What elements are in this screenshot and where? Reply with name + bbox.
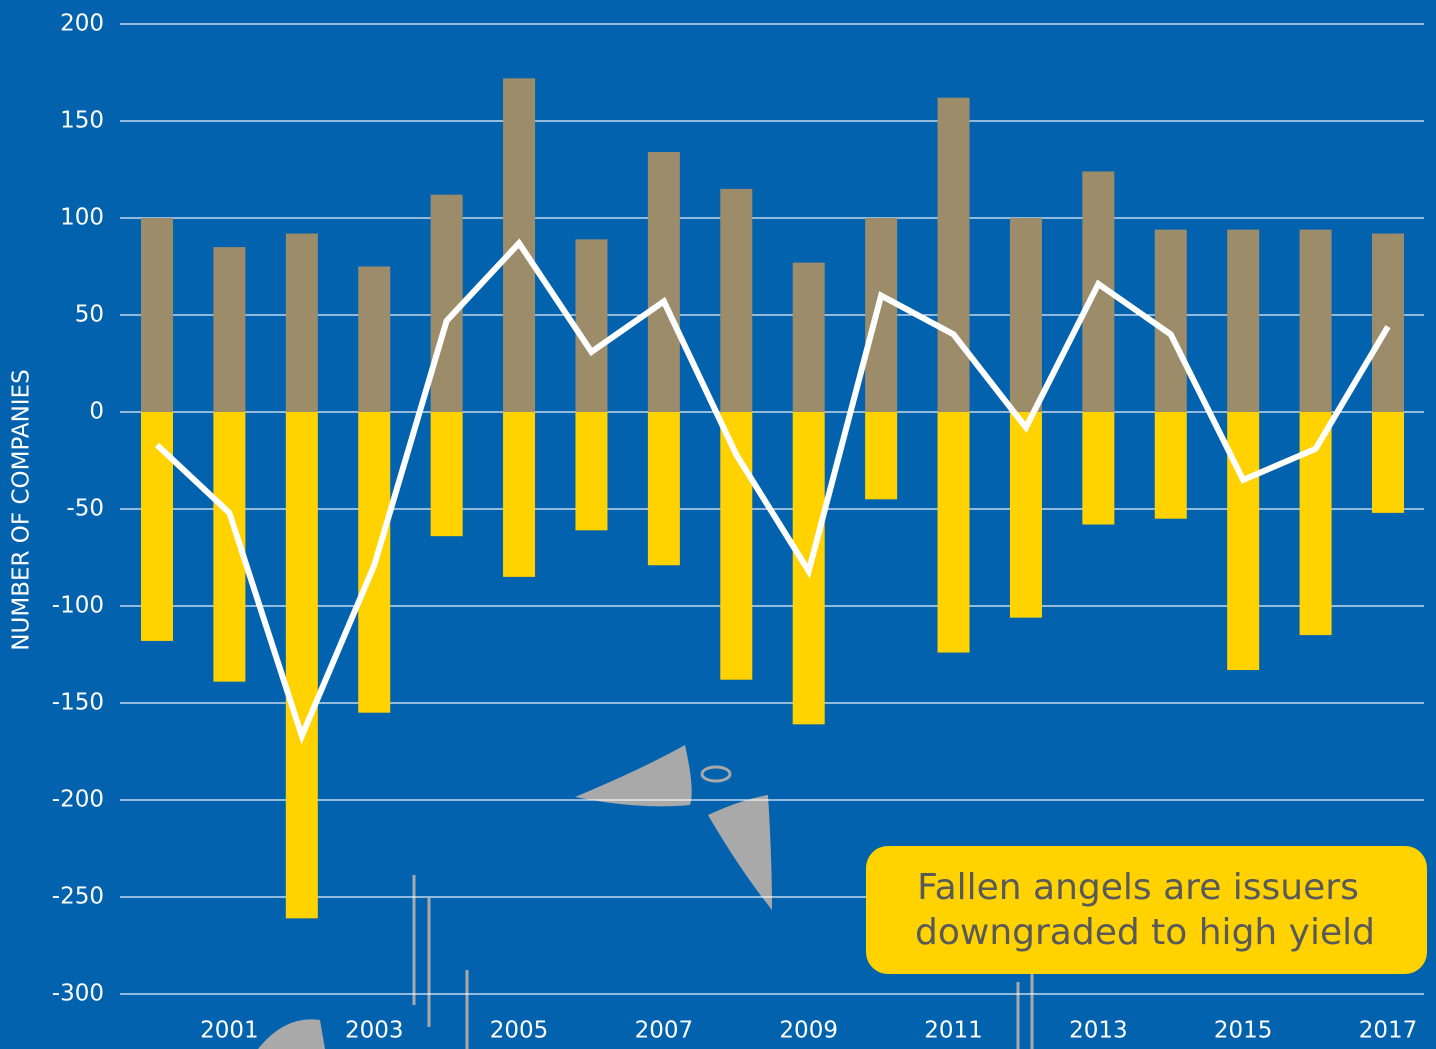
bar [213, 247, 245, 412]
y-tick-label: -250 [52, 884, 104, 910]
x-tick-label: 2005 [490, 1018, 549, 1044]
bar [1010, 218, 1042, 412]
annotation: Fallen angels are issuers downgraded to … [866, 846, 1427, 974]
bar [938, 98, 970, 412]
bar [1155, 230, 1187, 412]
bar [1010, 412, 1042, 618]
x-tick-label: 2001 [200, 1018, 259, 1044]
y-tick-label: -150 [52, 690, 104, 716]
bar [1372, 412, 1404, 513]
chart: NUMBER OF COMPANIES -300 -250 -200 -150 -100… [0, 0, 1436, 1049]
bar [1300, 230, 1332, 412]
bar [865, 218, 897, 412]
x-tick-label: 2015 [1214, 1018, 1273, 1044]
bar [648, 412, 680, 565]
bar [141, 218, 173, 412]
x-tick-label: 2009 [779, 1018, 838, 1044]
bar [358, 267, 390, 413]
bar [286, 412, 318, 918]
y-tick-label: 0 [89, 399, 104, 425]
x-tick-label: 2017 [1359, 1018, 1418, 1044]
annotation-text: Fallen angels are issuers [917, 867, 1359, 908]
x-tick-label: 2011 [924, 1018, 983, 1044]
bar [503, 412, 535, 577]
y-tick-label: 150 [60, 108, 104, 134]
bar [1155, 412, 1187, 519]
annotation-text: downgraded to high yield [915, 912, 1375, 953]
bar [575, 239, 607, 412]
bar [575, 412, 607, 530]
y-tick-label: -100 [52, 593, 104, 619]
bar [793, 263, 825, 412]
bar [1082, 412, 1114, 525]
bar [648, 152, 680, 412]
y-tick-label: -50 [66, 496, 104, 522]
bar [1227, 230, 1259, 412]
bar [720, 189, 752, 412]
bar [286, 234, 318, 412]
annotation-box [866, 846, 1427, 974]
bar [1372, 234, 1404, 412]
y-tick-label: -200 [52, 787, 104, 813]
bar [431, 195, 463, 412]
x-tick-label: 2013 [1069, 1018, 1128, 1044]
y-tick-label: -300 [52, 981, 104, 1007]
y-tick-label: 200 [60, 11, 104, 37]
x-tick-label: 2003 [345, 1018, 404, 1044]
y-tick-label: 100 [60, 205, 104, 231]
bar [938, 412, 970, 653]
y-tick-label: 50 [75, 302, 104, 328]
page: NUMBER OF COMPANIES -300 -250 -200 -150 -100… [0, 0, 1436, 1049]
bar [431, 412, 463, 536]
y-axis-label: NUMBER OF COMPANIES [9, 369, 35, 650]
bar [865, 412, 897, 499]
x-tick-label: 2007 [635, 1018, 694, 1044]
